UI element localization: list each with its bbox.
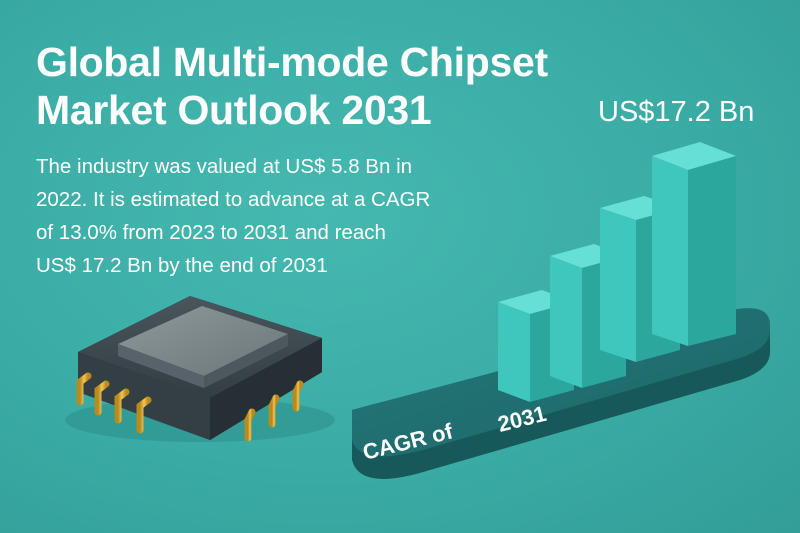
description-line-1: The industry was valued at US$ 5.8 Bn in xyxy=(36,155,413,178)
title-line-2: Market Outlook 2031 xyxy=(36,87,432,133)
description-line-4: US$ 17.2 Bn by the end of 2031 xyxy=(36,254,328,277)
title-line-1: Global Multi-mode Chipset xyxy=(36,39,548,85)
description-line-3: of 13.0% from 2023 to 2031 and reach xyxy=(36,221,386,244)
description: The industry was valued at US$ 5.8 Bn in… xyxy=(36,150,506,282)
bar-4 xyxy=(652,142,736,346)
forecast-value: US$17.2 Bn xyxy=(598,96,755,128)
page-title: Global Multi-mode Chipset Market Outlook… xyxy=(36,38,548,134)
bar-chart-icon xyxy=(498,142,736,402)
description-line-2: 2022. It is estimated to advance at a CA… xyxy=(36,188,431,211)
chip-icon xyxy=(65,296,335,442)
